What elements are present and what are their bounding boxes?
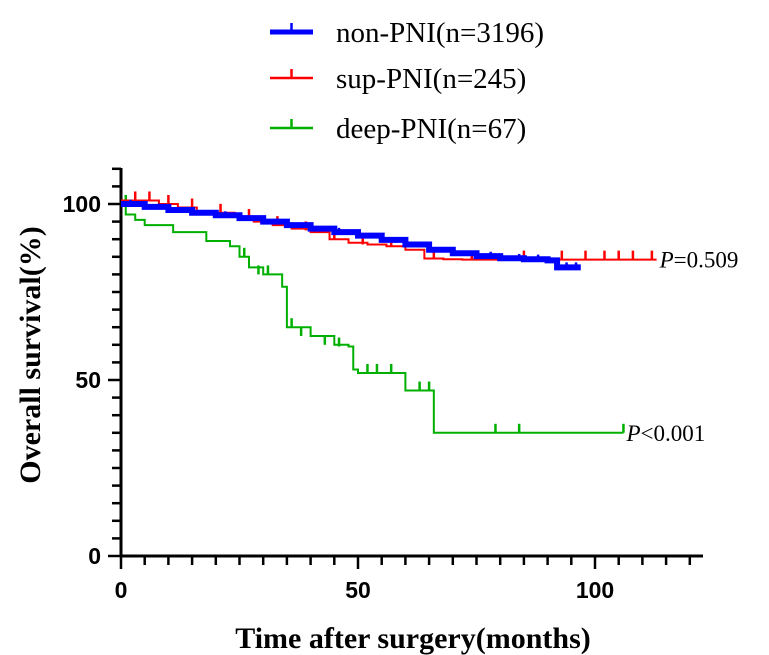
legend-label: deep-PNI(n=67): [336, 113, 526, 145]
survival-curve: [121, 203, 624, 434]
x-tick-label: 0: [115, 577, 128, 603]
legend-item: deep-PNI(n=67): [270, 113, 526, 145]
y-tick-label: 50: [75, 367, 101, 393]
y-axis-title: Overall survival(%): [14, 226, 47, 483]
series-layer: [121, 191, 657, 434]
series-deep-pni: [121, 195, 625, 434]
survival-curve: [121, 199, 657, 261]
series-sup-pni: [121, 191, 657, 261]
y-tick-label: 100: [63, 191, 101, 217]
x-tick-label: 50: [345, 577, 371, 603]
p-value-annotation: P<0.001: [625, 421, 705, 446]
p-value-annotation: P=0.509: [659, 248, 739, 273]
survival-curve: [121, 201, 581, 271]
x-tick-label: 100: [576, 577, 614, 603]
annotation-layer: P=0.509 P<0.001: [625, 248, 738, 446]
legend-label: sup-PNI(n=245): [336, 63, 526, 95]
legend-item: non-PNI(n=3196): [270, 17, 544, 49]
series-non-pni: [121, 199, 581, 271]
legend-label: non-PNI(n=3196): [336, 17, 544, 49]
chart-legend: non-PNI(n=3196) sup-PNI(n=245) deep-PNI(n=…: [270, 17, 544, 145]
legend-item: sup-PNI(n=245): [270, 63, 526, 95]
y-tick-label: 0: [88, 543, 101, 569]
x-axis-title: Time after surgery(months): [235, 622, 591, 655]
chart-axes: 0 50 100 0 50 100: [63, 167, 703, 603]
